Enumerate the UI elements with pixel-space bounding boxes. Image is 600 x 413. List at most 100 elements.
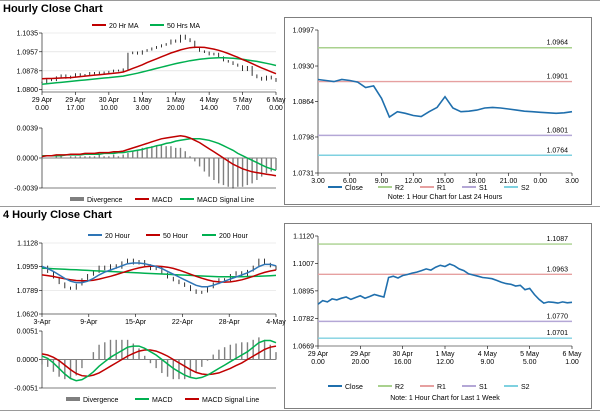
- four-hourly-levels-xtick-label-4: 4 May: [478, 351, 498, 358]
- four-hourly-macd-ytick-label-1: 0.0000: [17, 357, 39, 364]
- hourly-levels-close-line: [317, 78, 573, 119]
- hourly-macd-legend-macd-label: MACD: [152, 197, 173, 204]
- four-hourly-macd-ytick-label-0: 0.0051: [17, 329, 39, 336]
- four-hourly-levels-xtick-label-2: 30 Apr: [393, 351, 414, 358]
- four-hourly-levels-xtick-label-5: 5 May: [520, 351, 540, 358]
- hourly-price-ytick-label-1: 1.0957: [17, 49, 39, 56]
- four-hourly-levels-xtick-sublabel-5: 5.00: [523, 359, 537, 366]
- hourly-levels-ytick-label-0: 1.0997: [293, 28, 315, 35]
- four-hourly-levels-legend-r2-label: R2: [395, 384, 404, 391]
- four-hourly-macd-legend-signal-label: MACD Signal Line: [202, 397, 259, 404]
- hourly-levels-level-s1-label: 1.0801: [547, 127, 569, 134]
- hourly-price-xtick-sublabel-6: 7.00: [236, 105, 250, 112]
- hourly-price-xtick-sublabel-1: 17.00: [67, 105, 85, 112]
- hourly-levels-level-r1-label: 1.0901: [547, 74, 569, 81]
- hourly-price-ytick-label-0: 1.1035: [17, 31, 39, 38]
- four-hourly-macd-legend-divergence-swatch: [66, 397, 80, 401]
- hourly-levels-xtick-label-3: 12.00: [404, 178, 422, 185]
- four-hourly-levels-level-r1-label: 1.0963: [547, 266, 569, 273]
- four-hourly-price-ma20-line: [41, 262, 277, 288]
- hourly-price-xtick-sublabel-7: 0.00: [269, 105, 283, 112]
- hourly-price-ma50-line: [41, 57, 277, 86]
- four-hourly-price-ytick-label-3: 1.0620: [17, 312, 39, 319]
- four-hourly-levels-note: Note: 1 Hour Chart for Last 1 Week: [390, 395, 500, 402]
- four-hourly-section-title: 4 Hourly Close Chart: [3, 209, 112, 221]
- four-hourly-levels-xtick-label-3: 1 May: [435, 351, 455, 358]
- hourly-levels-xtick-label-4: 15.00: [436, 178, 454, 185]
- four-hourly-levels-panel: [284, 223, 592, 409]
- hourly-levels-ytick-label-4: 1.0731: [293, 171, 315, 178]
- four-hourly-levels-xtick-sublabel-1: 20.00: [352, 359, 370, 366]
- hourly-levels-ytick-label-1: 1.0930: [293, 64, 315, 71]
- hourly-levels-legend-s2-label: S2: [521, 185, 530, 192]
- hourly-levels-xtick-label-2: 9.00: [375, 178, 389, 185]
- hourly-section-title: Hourly Close Chart: [3, 3, 103, 15]
- four-hourly-levels-ytick-label-1: 1.1007: [293, 261, 315, 268]
- four-hourly-levels-ytick-label-4: 1.0669: [293, 344, 315, 351]
- four-hourly-levels-legend-s2-label: S2: [521, 384, 530, 391]
- four-hourly-levels-xtick-label-0: 29 Apr: [308, 351, 329, 358]
- hourly-price-xtick-label-7: 6 May: [266, 97, 286, 104]
- hourly-levels-ytick-label-3: 1.0798: [293, 134, 315, 141]
- hourly-macd-ytick-label-1: 0.0000: [17, 156, 39, 163]
- four-hourly-price-legend-20hour-label: 20 Hour: [105, 233, 131, 240]
- hourly-levels-legend-s1-label: S1: [479, 185, 488, 192]
- four-hourly-price-xtick-label-5: 4-May: [266, 319, 286, 326]
- hourly-levels-xtick-label-1: 6.00: [343, 178, 357, 185]
- hourly-levels-xtick-label-0: 3.00: [311, 178, 325, 185]
- four-hourly-macd-legend-macd-label: MACD: [152, 397, 173, 404]
- hourly-levels-xtick-label-6: 21.00: [500, 178, 518, 185]
- hourly-price-xtick-sublabel-4: 20.00: [167, 105, 185, 112]
- four-hourly-price-legend-50hour-label: 50 Hour: [163, 233, 189, 240]
- four-hourly-price-ytick-label-0: 1.1128: [17, 241, 38, 248]
- hourly-price-xtick-sublabel-3: 3.00: [135, 105, 149, 112]
- hourly-levels-legend-close-label: Close: [345, 185, 363, 192]
- hourly-macd-ytick-label-2: -0.0039: [14, 186, 38, 193]
- hourly-macd-macd-line: [41, 134, 277, 177]
- hourly-macd-legend-divergence-swatch: [70, 197, 84, 201]
- four-hourly-levels-xtick-sublabel-2: 16.00: [394, 359, 412, 366]
- hourly-levels-xtick-label-5: 18.00: [468, 178, 486, 185]
- four-hourly-levels-xtick-label-6: 6 May: [562, 351, 582, 358]
- four-hourly-price-ma50-line: [41, 265, 277, 283]
- hourly-levels-xtick-label-8: 3.00: [565, 178, 579, 185]
- four-hourly-levels-xtick-sublabel-0: 0.00: [311, 359, 325, 366]
- four-hourly-levels-level-s1-label: 1.0770: [547, 313, 569, 320]
- hourly-price-xtick-label-5: 4 May: [200, 97, 220, 104]
- hourly-price-xtick-label-6: 5 May: [233, 97, 253, 104]
- hourly-price-xtick-label-1: 29 Apr: [65, 97, 86, 104]
- hourly-macd-ytick-label-0: 0.0039: [17, 126, 39, 133]
- four-hourly-price-ytick-label-2: 1.0789: [17, 288, 39, 295]
- hourly-price-ytick-label-3: 1.0800: [17, 87, 39, 94]
- four-hourly-price-xtick-label-3: 22-Apr: [172, 319, 194, 326]
- four-hourly-price-xtick-label-4: 28-Apr: [219, 319, 241, 326]
- four-hourly-levels-xtick-sublabel-4: 9.00: [481, 359, 495, 366]
- hourly-price-xtick-sublabel-2: 10.00: [100, 105, 118, 112]
- four-hourly-levels-level-s2-label: 1.0701: [547, 330, 569, 337]
- hourly-levels-ytick-label-2: 1.0864: [293, 99, 315, 106]
- hourly-levels-legend-r1-label: R1: [437, 185, 446, 192]
- four-hourly-price-xtick-label-1: 9-Apr: [80, 319, 98, 326]
- four-hourly-levels-xtick-label-1: 29 Apr: [350, 351, 371, 358]
- four-hourly-levels-xtick-sublabel-3: 12.00: [436, 359, 454, 366]
- hourly-price-legend-50hr-label: 50 Hrs MA: [167, 23, 200, 30]
- hourly-price-xtick-label-3: 1 May: [133, 97, 153, 104]
- hourly-price-ma20-line: [41, 46, 277, 80]
- hourly-levels-xtick-label-7: 0.00: [533, 178, 547, 185]
- hourly-price-xtick-sublabel-5: 14.00: [200, 105, 218, 112]
- four-hourly-levels-legend-r1-label: R1: [437, 384, 446, 391]
- hourly-price-ytick-label-2: 1.0878: [17, 68, 39, 75]
- hourly-price-xtick-label-4: 1 May: [166, 97, 186, 104]
- hourly-levels-level-r2-label: 1.0964: [547, 40, 569, 47]
- four-hourly-levels-ytick-label-3: 1.0782: [293, 316, 315, 323]
- hourly-levels-level-s2-label: 1.0764: [547, 147, 569, 154]
- four-hourly-levels-ytick-label-2: 1.0895: [293, 288, 315, 295]
- hourly-macd-legend-divergence-label: Divergence: [87, 197, 123, 204]
- four-hourly-levels-level-r2-label: 1.1087: [547, 236, 569, 243]
- hourly-price-xtick-sublabel-0: 0.00: [35, 105, 49, 112]
- four-hourly-levels-legend-s1-label: S1: [479, 384, 488, 391]
- four-hourly-macd-legend-divergence-label: Divergence: [83, 397, 119, 404]
- four-hourly-levels-ytick-label-0: 1.1120: [293, 234, 314, 241]
- hourly-macd-legend-signal-label: MACD Signal Line: [197, 197, 254, 204]
